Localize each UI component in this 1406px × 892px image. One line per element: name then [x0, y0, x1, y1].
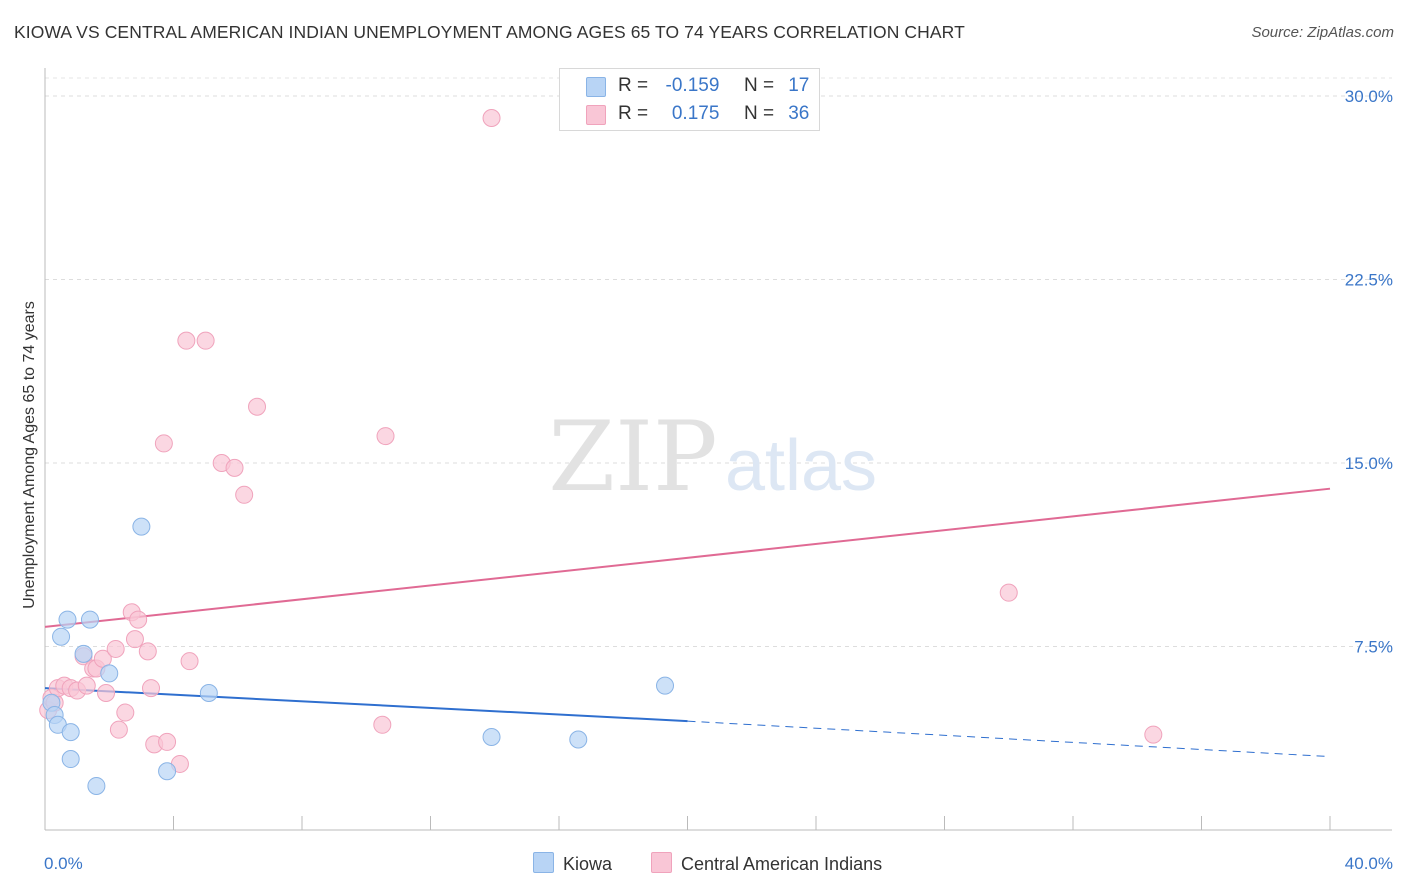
watermark-zip: ZIP: [548, 401, 717, 513]
data-point-cai: [125, 630, 144, 649]
x-tick-label: 0.0%: [44, 854, 83, 873]
data-point-kiowa: [74, 644, 93, 663]
y-tick-label: 30.0%: [1345, 87, 1393, 106]
data-point-cai: [999, 583, 1018, 602]
data-point-cai: [77, 676, 96, 695]
data-point-cai: [196, 331, 215, 350]
data-point-kiowa: [80, 610, 99, 629]
bottom-legend-swatch-cai: [651, 852, 672, 873]
legend-n-value-kiowa: 17: [788, 75, 810, 96]
trend-lines: [44, 487, 1331, 758]
data-point-kiowa: [199, 683, 218, 702]
bottom-legend-cai: Central American Indians: [651, 852, 882, 875]
data-point-kiowa: [61, 723, 80, 742]
legend-text-cai: R = 0.175 N = 36: [618, 103, 809, 125]
legend-r-label: R =: [618, 103, 649, 124]
bottom-legend-label-kiowa: Kiowa: [563, 854, 613, 874]
data-point-cai: [177, 331, 196, 350]
data-point-cai: [1144, 725, 1163, 744]
data-point-kiowa: [61, 750, 80, 769]
legend-r-label: R =: [618, 75, 649, 96]
data-point-cai: [376, 427, 395, 446]
trend-line-kiowa: [44, 687, 688, 723]
stats-legend: R = -0.159 N = 17 R = 0.175 N = 36: [559, 68, 820, 131]
data-point-kiowa: [52, 627, 71, 646]
data-point-cai: [482, 109, 501, 128]
data-point-kiowa: [58, 610, 77, 629]
trend-line-kiowa-extension: [687, 720, 1331, 758]
data-point-kiowa: [656, 676, 675, 695]
bottom-legend-kiowa: Kiowa: [533, 852, 612, 875]
watermark: ZIP atlas: [548, 401, 877, 513]
data-point-kiowa: [158, 762, 177, 781]
data-point-cai: [142, 679, 161, 698]
legend-n-label: N =: [743, 75, 775, 96]
y-tick-label: 22.5%: [1345, 271, 1393, 290]
tick-labels: 7.5% 15.0% 22.5% 30.0% 0.0% 40.0%: [44, 87, 1393, 873]
data-points: [39, 109, 1163, 795]
legend-text-kiowa: R = -0.159 N = 17: [618, 75, 809, 97]
watermark-atlas: atlas: [725, 426, 877, 506]
bottom-legend-swatch-kiowa: [533, 852, 554, 873]
data-point-cai: [373, 715, 392, 734]
data-point-cai: [235, 485, 254, 504]
data-point-cai: [116, 703, 135, 722]
legend-swatch-kiowa: [586, 77, 606, 97]
y-tick-label: 15.0%: [1345, 454, 1393, 473]
trend-line-cai: [44, 487, 1331, 628]
data-point-kiowa: [482, 728, 501, 747]
legend-n-label: N =: [743, 103, 775, 124]
data-point-cai: [106, 639, 125, 658]
data-point-cai: [158, 732, 177, 751]
data-point-cai: [180, 652, 199, 671]
legend-swatch-cai: [586, 105, 606, 125]
data-point-cai: [97, 683, 116, 702]
data-point-cai: [154, 434, 173, 453]
gridlines: [45, 77, 1392, 647]
source-label: Source: ZipAtlas.com: [1251, 24, 1394, 41]
y-axis-label: Unemployment Among Ages 65 to 74 years: [21, 301, 38, 609]
y-tick-label: 7.5%: [1354, 638, 1393, 657]
data-point-kiowa: [569, 730, 588, 749]
data-point-kiowa: [87, 776, 106, 795]
data-point-cai: [248, 397, 267, 416]
data-point-kiowa: [132, 517, 151, 536]
axes: [44, 68, 1392, 831]
data-point-cai: [138, 642, 157, 661]
data-point-cai: [109, 720, 128, 739]
data-point-cai: [225, 458, 244, 477]
chart-title: KIOWA VS CENTRAL AMERICAN INDIAN UNEMPLO…: [14, 22, 965, 42]
bottom-legend-label-cai: Central American Indians: [681, 854, 883, 874]
x-tick-label: 40.0%: [1345, 854, 1393, 873]
legend-n-value-cai: 36: [788, 103, 810, 124]
data-point-kiowa: [100, 664, 119, 683]
legend-r-value-kiowa: -0.159: [665, 75, 720, 96]
legend-r-value-cai: 0.175: [671, 103, 720, 124]
data-point-cai: [129, 610, 148, 629]
